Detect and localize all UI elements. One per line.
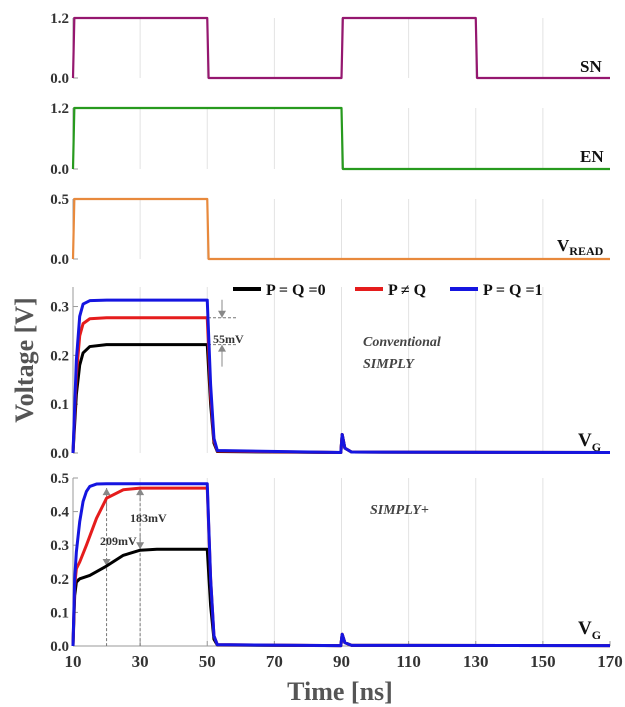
x-tick-label: 150 (530, 652, 556, 671)
simply-label: SIMPLY (363, 357, 415, 372)
delta-209mv-arrow-down-head (102, 559, 111, 567)
vg2-label-sub: G (592, 628, 601, 642)
legend-red-label: P ≠ Q (388, 282, 426, 299)
delta-183mv-arrow-down-head (136, 542, 145, 550)
vread-label-sub: READ (569, 244, 603, 258)
vg2-tick-label: 0.5 (50, 471, 69, 487)
sn-tick-label: 1.2 (50, 11, 69, 27)
delta-55mv-arrow-up-head (218, 344, 226, 352)
delta-209mv: 209mV (100, 534, 137, 548)
x-axis-label: Time [ns] (287, 677, 393, 706)
vg2-tick-label: 0.3 (50, 538, 69, 554)
vg2-tick-label: 0.0 (50, 639, 69, 655)
vg1-tick-label: 0.0 (50, 446, 69, 462)
x-tick-label: 110 (396, 652, 421, 671)
delta-209mv-arrow-up-head (102, 488, 111, 496)
delta-55mv-arrow-down-head (218, 310, 226, 318)
en-tick-label: 1.2 (50, 101, 69, 117)
sn-tick-label: 0.0 (50, 71, 69, 87)
en-label: EN (580, 147, 604, 166)
vg1-label-main: V (578, 430, 592, 451)
tick-labels: 1.2 0.0 1.2 0.0 0.5 0.0 0.3 0.2 0.1 0.0 0.5 0.4 0.3 0… (50, 11, 623, 671)
delta-183mv-arrow-up-head (136, 488, 145, 496)
simply-plus-label: SIMPLY+ (370, 503, 429, 518)
annotations (102, 299, 238, 646)
en-tick-label: 0.0 (50, 162, 69, 178)
vg2-tick-label: 0.2 (50, 572, 69, 588)
sn-label: SN (580, 57, 602, 76)
conventional-label: Conventional (363, 335, 441, 350)
x-tick-label: 170 (597, 652, 623, 671)
vg1-tick-label: 0.3 (50, 300, 69, 316)
vg1-label: VG (578, 430, 601, 454)
x-tick-label: 10 (65, 652, 82, 671)
delta-55mv: 55mV (213, 332, 244, 346)
y-axis-label: Voltage [V] (10, 297, 39, 422)
vread-tick-label: 0.0 (50, 252, 69, 268)
vg1-blue-curve (71, 298, 611, 455)
vread-tick-label: 0.5 (50, 192, 69, 208)
vg2-tick-label: 0.4 (50, 505, 69, 521)
vread-label: VREAD (557, 236, 604, 258)
vg1-tick-label: 0.1 (50, 397, 69, 413)
en-curve (71, 106, 610, 171)
vg2-tick-label: 0.1 (50, 605, 69, 621)
vread-label-main: V (557, 236, 570, 255)
legend-blue-label: P = Q =1 (483, 282, 543, 299)
vread-curve (71, 197, 610, 261)
sn-curve (71, 16, 610, 80)
vg2-blue-curve (71, 482, 611, 648)
x-tick-label: 70 (266, 652, 283, 671)
delta-183mv: 183mV (130, 511, 167, 525)
x-tick-label: 90 (333, 652, 350, 671)
legend-black-label: P = Q =0 (266, 282, 326, 299)
vg2-label: VG (578, 618, 601, 642)
vg1-label-sub: G (592, 440, 601, 454)
legend: P = Q =0 P ≠ Q P = Q =1 (233, 282, 543, 299)
vg1-tick-label: 0.2 (50, 348, 69, 364)
signal-curves (71, 16, 611, 648)
vg2-label-main: V (578, 618, 592, 639)
x-tick-label: 30 (132, 652, 149, 671)
x-tick-label: 130 (463, 652, 489, 671)
x-tick-label: 50 (199, 652, 216, 671)
